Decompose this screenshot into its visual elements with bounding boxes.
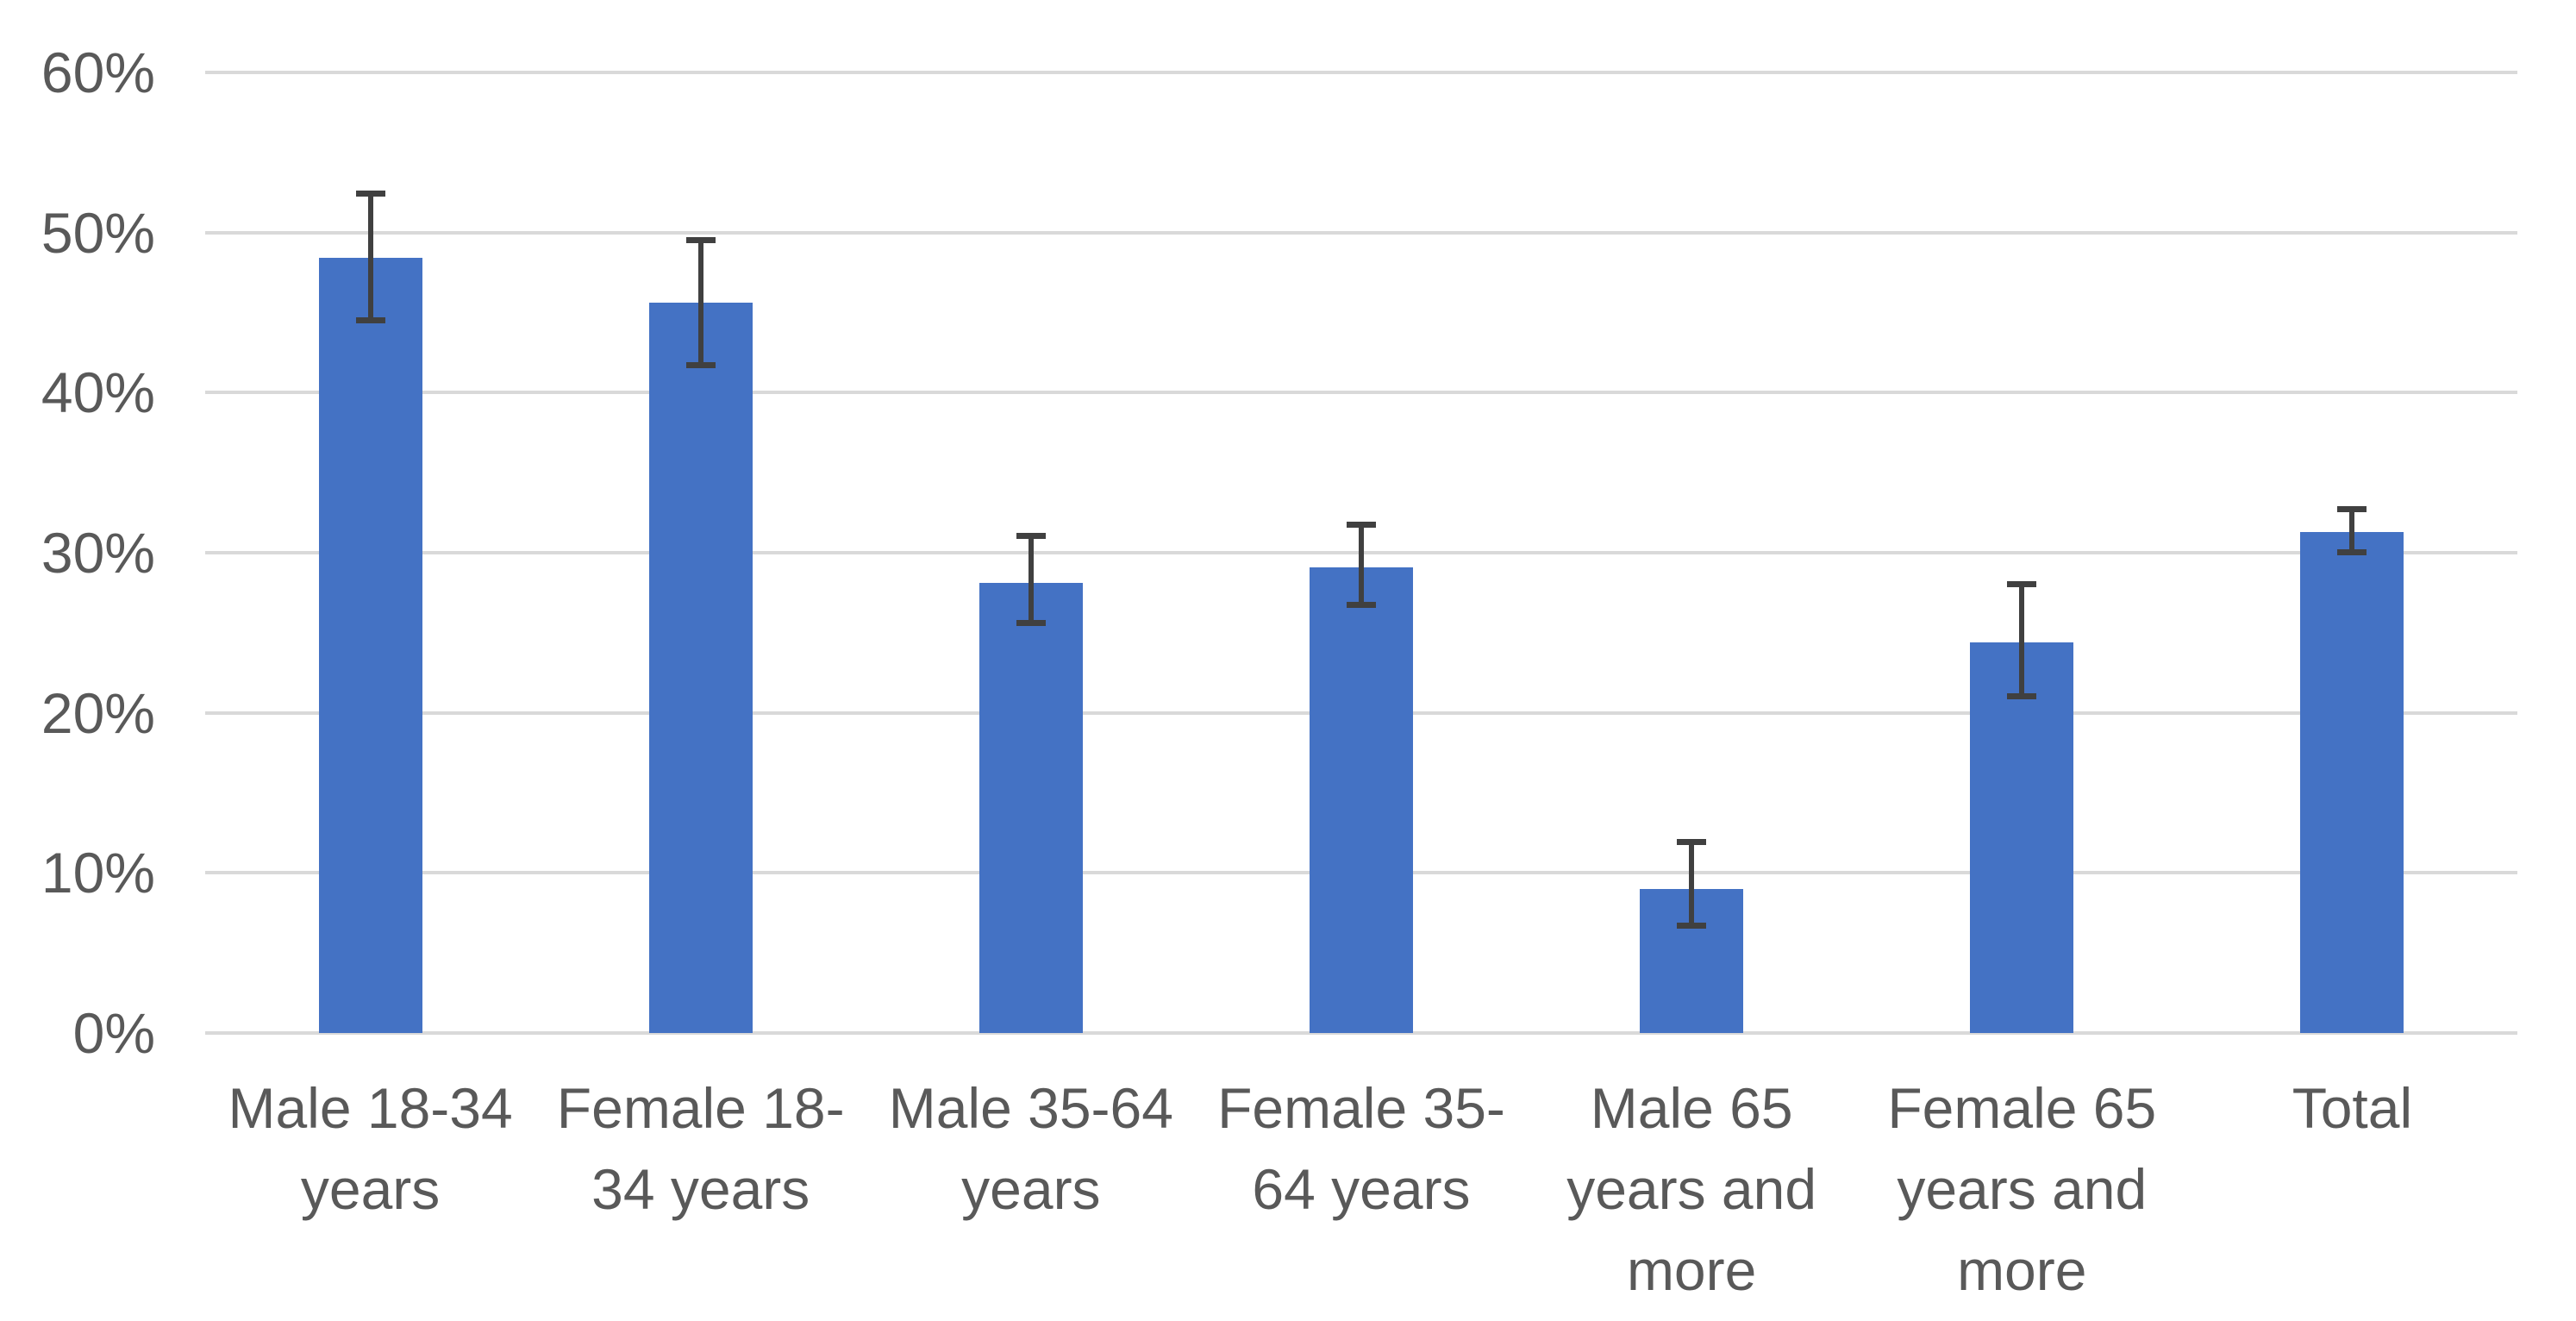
error-bar-cap-top: [1346, 522, 1376, 529]
y-tick-label-60: 60%: [41, 41, 155, 104]
gridline-60: [205, 71, 2517, 74]
error-bar-cap-top: [1016, 533, 1046, 540]
x-category-label: Male 18-34 years: [228, 1076, 513, 1221]
bar: [648, 303, 753, 1033]
gridline-40: [205, 391, 2517, 395]
error-bar-line: [1028, 536, 1034, 623]
error-bar-cap-bottom: [1016, 619, 1046, 626]
category-column: [535, 72, 866, 1033]
category-column: [205, 72, 535, 1033]
bar: [2300, 531, 2404, 1033]
error-bar-line: [1358, 525, 1364, 606]
y-tick-label-30: 30%: [41, 521, 155, 585]
error-bar-line: [697, 240, 703, 366]
y-tick-label-10: 10%: [41, 841, 155, 905]
error-bar-cap-bottom: [685, 361, 716, 368]
error-bar-cap-bottom: [1677, 922, 1707, 929]
x-category-label: Female 18- 34 years: [556, 1076, 845, 1221]
x-axis: Male 18-34 years Female 18- 34 years Male …: [205, 1067, 2517, 1311]
error-bar-cap-top: [2007, 581, 2037, 588]
gridline-0: [205, 1031, 2517, 1035]
x-category-label: Male 35-64 years: [888, 1076, 1173, 1221]
bar: [1970, 642, 2074, 1033]
error-bar-line: [1689, 842, 1695, 926]
error-bar-cap-bottom: [355, 316, 385, 323]
error-bar-line: [2019, 585, 2025, 698]
category-column: [866, 72, 1196, 1033]
bar-columns: [205, 72, 2517, 1033]
error-bar-cap-bottom: [1346, 602, 1376, 609]
bar: [1309, 567, 1413, 1033]
category-column: [2187, 72, 2517, 1033]
error-bar-cap-top: [1677, 839, 1707, 846]
error-bar-cap-top: [2337, 505, 2367, 512]
x-category-label: Female 35- 64 years: [1217, 1076, 1505, 1221]
error-bar-cap-bottom: [2007, 693, 2037, 700]
error-bar-cap-top: [685, 236, 716, 243]
gridline-50: [205, 230, 2517, 235]
y-tick-label-0: 0%: [72, 1001, 155, 1065]
category-column: [1527, 72, 1857, 1033]
plot-area: [205, 71, 2517, 1035]
error-bar-line: [2349, 509, 2355, 553]
x-category-label: Total: [2292, 1076, 2413, 1140]
x-category-label: Female 65 years and more: [1887, 1076, 2157, 1302]
x-category-label: Male 65 years and more: [1566, 1076, 1817, 1302]
y-tick-label-50: 50%: [41, 200, 155, 265]
y-tick-label-20: 20%: [41, 680, 155, 745]
category-column: [1857, 72, 2187, 1033]
error-bar-line: [367, 194, 373, 321]
y-axis: 0% 10% 20% 30% 40% 50% 60%: [0, 41, 155, 1065]
error-bar-cap-bottom: [2337, 549, 2367, 555]
bar: [979, 583, 1083, 1033]
category-column: [1196, 72, 1526, 1033]
error-bar-cap-top: [355, 191, 385, 197]
y-tick-label-40: 40%: [41, 360, 155, 425]
bar: [318, 258, 422, 1033]
